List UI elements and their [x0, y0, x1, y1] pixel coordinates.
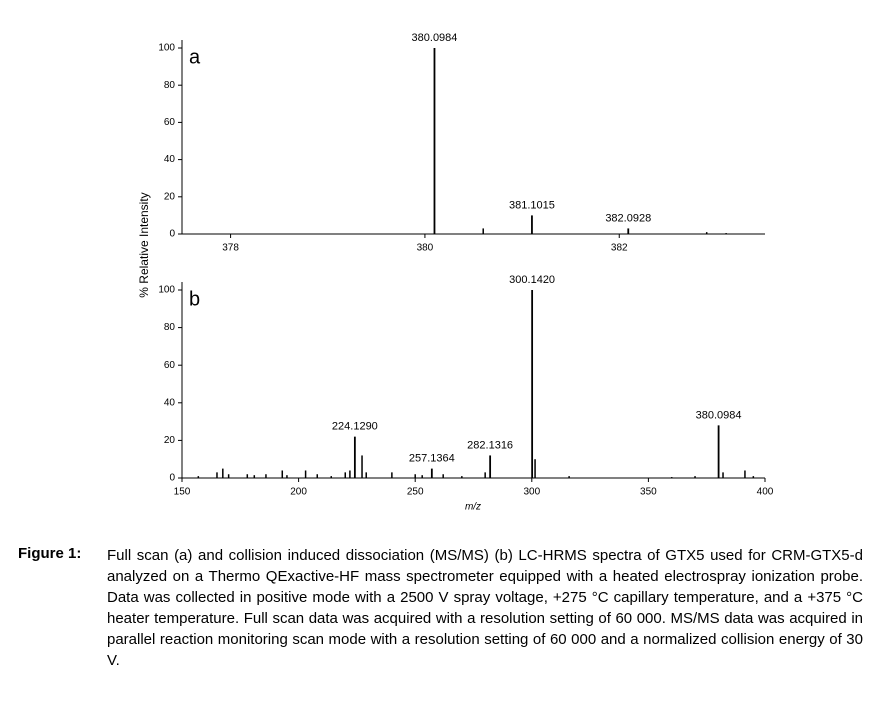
y-tick-label: 100	[158, 285, 175, 296]
x-tick-label: 200	[290, 487, 307, 498]
peak-label: 257.1364	[409, 453, 455, 465]
y-tick-label: 40	[164, 397, 176, 408]
peak-label: 380.0984	[696, 409, 742, 421]
y-tick-label: 0	[169, 229, 175, 240]
caption-text: Full scan (a) and collision induced diss…	[107, 547, 863, 669]
y-tick-label: 40	[164, 154, 176, 165]
x-tick-label: 382	[611, 243, 628, 254]
y-tick-label: 80	[164, 322, 176, 333]
y-tick-label: 100	[158, 43, 175, 54]
y-tick-label: 0	[169, 473, 175, 484]
y-tick-label: 20	[164, 191, 176, 202]
x-tick-label: 380	[417, 243, 434, 254]
y-tick-label: 60	[164, 117, 176, 128]
peak-label: 382.0928	[605, 212, 651, 224]
caption-label: Figure 1:	[18, 545, 82, 562]
y-tick-label: 80	[164, 80, 176, 91]
panel-label: b	[189, 288, 200, 310]
x-tick-label: 378	[222, 243, 239, 254]
peak-label: 380.0984	[412, 32, 458, 44]
peak-label: 282.1316	[467, 439, 513, 451]
peak-label: 224.1290	[332, 421, 378, 433]
x-tick-label: 250	[407, 487, 424, 498]
x-axis-label: m/z	[465, 502, 481, 513]
peak-label: 381.1015	[509, 199, 555, 211]
y-tick-label: 20	[164, 435, 176, 446]
panel-label: a	[189, 46, 201, 68]
peak-label: 300.1420	[509, 274, 555, 286]
x-tick-label: 300	[523, 487, 540, 498]
x-tick-label: 350	[640, 487, 657, 498]
figure: 0 20 40 60 80 100 378 380 382 380.0984 381.1015 382…	[137, 32, 774, 513]
x-tick-label: 150	[174, 487, 191, 498]
y-tick-label: 60	[164, 360, 176, 371]
x-tick-label: 400	[757, 487, 774, 498]
y-axis-label: % Relative Intensity	[137, 192, 151, 297]
